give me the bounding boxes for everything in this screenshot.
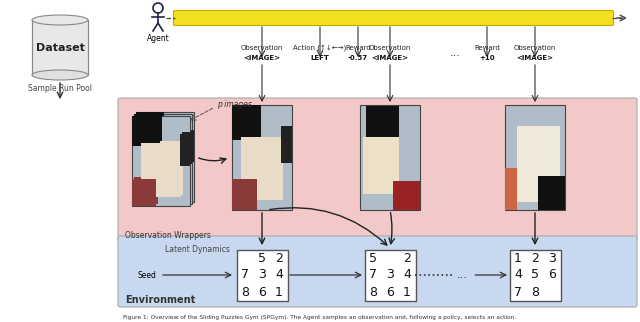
Bar	[136, 175, 161, 202]
Bar	[132, 116, 160, 146]
Text: LEFT: LEFT	[310, 55, 330, 61]
Bar	[281, 126, 292, 163]
Bar	[241, 137, 283, 200]
Text: 4: 4	[403, 269, 411, 281]
Text: 3: 3	[386, 269, 394, 281]
Text: Observation: Observation	[514, 45, 556, 51]
Text: Sample Run Pool: Sample Run Pool	[28, 83, 92, 92]
Bar	[134, 114, 162, 144]
Text: 6: 6	[258, 286, 266, 298]
Bar	[517, 126, 560, 202]
FancyBboxPatch shape	[118, 236, 637, 307]
Text: Observation: Observation	[369, 45, 411, 51]
Bar	[145, 139, 186, 193]
Text: 2: 2	[531, 251, 539, 264]
Bar	[232, 105, 261, 140]
Bar	[182, 132, 192, 164]
Text: Observation Wrappers: Observation Wrappers	[125, 231, 211, 240]
Text: Latent Dynamics: Latent Dynamics	[165, 245, 230, 254]
Text: 3: 3	[548, 251, 556, 264]
Ellipse shape	[32, 70, 88, 80]
Text: 3: 3	[258, 269, 266, 281]
FancyBboxPatch shape	[173, 11, 614, 25]
Bar	[366, 106, 399, 140]
Text: 1: 1	[403, 286, 411, 298]
Text: ...: ...	[457, 270, 468, 280]
Bar	[505, 105, 565, 210]
Text: Environment: Environment	[125, 295, 195, 305]
Text: Figure 1: Overview of the Sliding Puzzles Gym (SPGym). The Agent samples an obse: Figure 1: Overview of the Sliding Puzzle…	[124, 316, 516, 320]
Bar	[363, 137, 399, 194]
Text: 5: 5	[369, 251, 377, 264]
Bar	[237, 250, 287, 300]
Text: 8: 8	[369, 286, 377, 298]
Bar	[132, 116, 190, 206]
Text: 8: 8	[241, 286, 249, 298]
Text: 1: 1	[514, 251, 522, 264]
Text: p images: p images	[217, 99, 252, 109]
Text: +10: +10	[479, 55, 495, 61]
Bar	[134, 114, 192, 204]
Text: 7: 7	[241, 269, 249, 281]
Text: 6: 6	[386, 286, 394, 298]
Text: 1: 1	[275, 286, 283, 298]
Bar	[136, 112, 194, 202]
Bar	[232, 105, 292, 210]
Text: Reward: Reward	[345, 45, 371, 51]
Text: 8: 8	[531, 286, 539, 298]
Ellipse shape	[32, 15, 88, 25]
Bar	[232, 178, 257, 210]
Bar	[509, 250, 561, 300]
Text: <IMAGE>: <IMAGE>	[516, 55, 554, 61]
Text: Reward: Reward	[474, 45, 500, 51]
Bar	[32, 20, 88, 75]
Text: 4: 4	[514, 269, 522, 281]
Text: Observation: Observation	[241, 45, 283, 51]
Text: 5: 5	[531, 269, 539, 281]
Text: <IMAGE>: <IMAGE>	[243, 55, 280, 61]
Text: Action (↑↓←→): Action (↑↓←→)	[293, 45, 347, 51]
Bar	[393, 181, 420, 210]
Text: 6: 6	[548, 269, 556, 281]
FancyBboxPatch shape	[118, 98, 637, 242]
Text: Dataset: Dataset	[36, 43, 84, 53]
Text: 4: 4	[275, 269, 283, 281]
Bar	[134, 177, 158, 204]
Text: 2: 2	[403, 251, 411, 264]
Bar	[180, 134, 190, 166]
Bar	[143, 141, 183, 195]
Bar	[141, 143, 181, 197]
Bar	[360, 105, 420, 210]
Text: <IMAGE>: <IMAGE>	[371, 55, 408, 61]
Text: 7: 7	[369, 269, 377, 281]
Text: 2: 2	[275, 251, 283, 264]
Bar	[132, 179, 156, 206]
Text: 7: 7	[514, 286, 522, 298]
Bar	[505, 168, 517, 210]
Text: ...: ...	[449, 48, 460, 58]
Bar	[365, 250, 415, 300]
Text: Seed: Seed	[138, 270, 157, 279]
Bar	[538, 176, 565, 210]
Bar	[136, 112, 164, 142]
Text: Agent: Agent	[147, 33, 170, 43]
Bar	[184, 130, 194, 162]
Text: 5: 5	[258, 251, 266, 264]
Text: -0.57: -0.57	[348, 55, 368, 61]
